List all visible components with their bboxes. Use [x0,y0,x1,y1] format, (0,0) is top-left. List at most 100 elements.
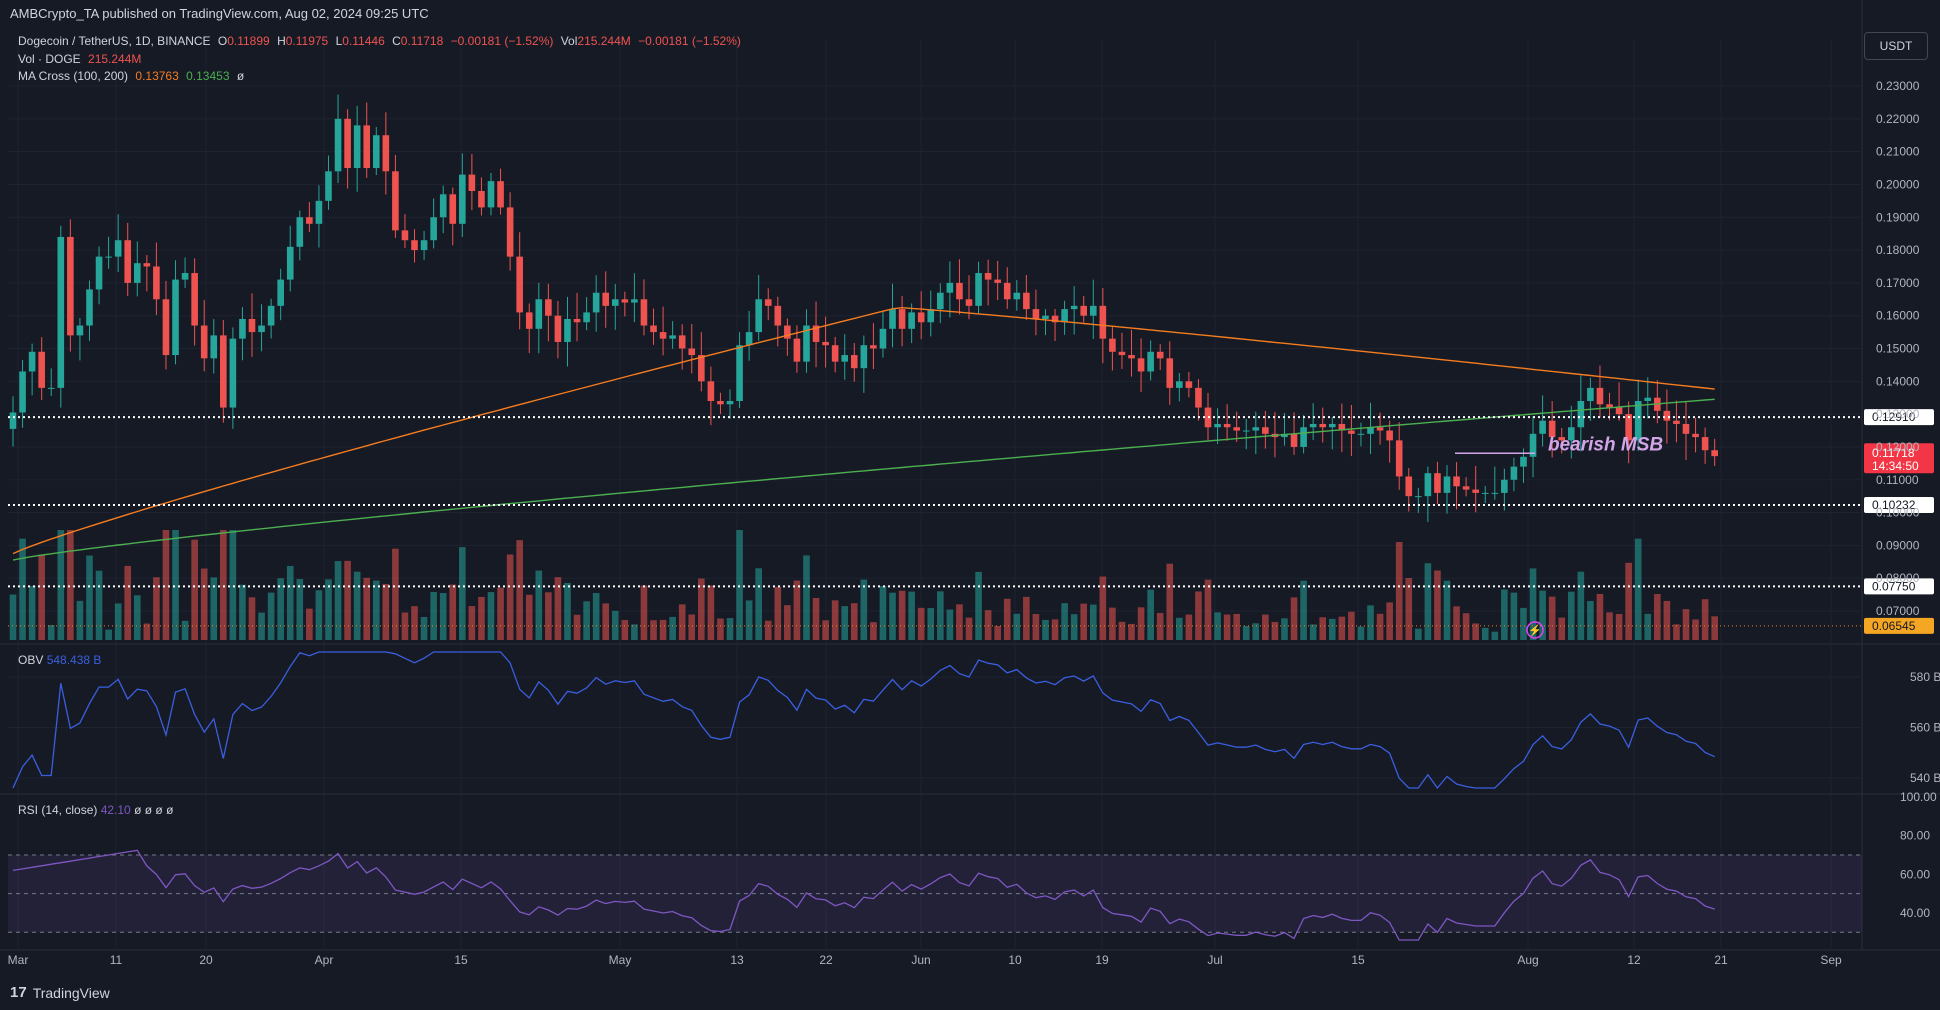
time-tick-label: May [609,953,632,967]
volume-bar [1109,607,1116,640]
candle-body [1042,315,1049,319]
candle-body [267,305,275,326]
ohlc-h-key: H [277,34,286,48]
candle-body [908,312,915,329]
vol-value: 215.244M [577,34,631,48]
candle-body [669,335,676,339]
volume-bar [286,565,294,640]
candle-body [353,125,361,169]
volume-bar [822,620,829,640]
volume-bar [47,625,55,640]
volume-bar [1711,616,1718,640]
volume-bar [1185,614,1193,640]
volume-bar [267,592,275,640]
volume-bar [726,618,734,640]
volume-bar [1481,627,1489,640]
time-tick-label: 13 [730,953,744,967]
volume-bar [1281,618,1288,640]
volume-bar [1673,624,1680,640]
volume-bar [1692,619,1699,640]
candle-body [831,345,839,362]
candle-body [850,355,858,369]
price-levels: 0.12910 0.10232 0.07750 0.06545 0.1171814:34… [8,409,1934,639]
time-tick-label: 10 [1008,953,1022,967]
volume-bar [1300,580,1307,640]
price-tick-label: 0.18000 [1876,243,1920,257]
alert-icon [1526,621,1544,639]
candle-body [143,263,151,267]
volume-bar [1233,613,1240,640]
volume-bar [621,620,629,640]
price-tick-label: 0.16000 [1876,309,1920,323]
candle-body [133,263,141,283]
candle-body [525,312,533,329]
candle-body [497,181,504,208]
volume-bar [95,570,103,640]
volume-bar [946,609,954,640]
candle-body [592,292,600,313]
candle-body [1529,433,1537,457]
candle-body [19,371,26,413]
candle-body [363,125,371,169]
candle-body [105,256,112,258]
candle-body [812,325,820,342]
tradingview-brand: 17 TradingView [10,984,110,1001]
candle-body [1405,476,1413,497]
volume-bar [191,539,198,640]
time-tick-label: 19 [1095,953,1109,967]
volume-bar [554,577,562,640]
volume-bar [210,577,218,640]
candle-body [1099,305,1107,339]
volume-bar [1567,591,1575,640]
level-label-bg [1864,409,1934,426]
volume-bar [898,590,906,640]
candle-body [1701,437,1709,451]
candle-body [430,217,437,241]
volume-bar [478,596,485,640]
candle-body [38,351,45,388]
volume-bar [535,570,543,640]
volume-bar [1137,607,1145,640]
volume-bar [1195,591,1202,640]
volume-bar [1596,593,1604,640]
volume-bar [1051,619,1059,640]
level-label: 0.12910 [1872,410,1916,424]
volume-bar [1415,628,1422,640]
ohlc-c-key: C [392,34,401,48]
candle-body [420,240,428,251]
candle-body [392,171,399,231]
volume-bar [1701,599,1709,640]
volume-bar [353,571,361,640]
candle-body [707,381,715,401]
time-tick-label: Mar [8,953,29,967]
currency-button[interactable]: USDT [1864,32,1928,60]
ohlc-o-value: 0.11899 [227,34,270,48]
volume-bar [1099,576,1107,640]
volume-bar [372,580,380,640]
rsi-line [12,849,1715,941]
candle-body [382,135,390,172]
ohlc-l-value: 0.11446 [342,34,385,48]
volume-bar [258,612,265,640]
candle-body [803,325,810,362]
volume-histogram [9,530,1718,640]
price-tick-label: 0.23000 [1876,79,1920,93]
ohlc-o-key: O [217,34,228,48]
level-label-bg [1864,496,1934,513]
candle-body [554,315,562,342]
ma-label: MA Cross (100, 200) [18,69,129,83]
candle-body [994,279,1001,283]
candle-body [248,318,256,333]
candle-body [1673,420,1680,424]
candle-body [306,217,313,224]
candle-body [927,309,935,323]
candle-body [1357,433,1365,435]
volume-bar [1252,623,1260,640]
candle-body [1176,381,1183,388]
volume-bar [994,626,1001,640]
volume-bar [841,606,849,640]
volume-bar [1443,580,1451,640]
current-price-bg [1864,443,1934,474]
time-tick-label: Aug [1517,953,1538,967]
